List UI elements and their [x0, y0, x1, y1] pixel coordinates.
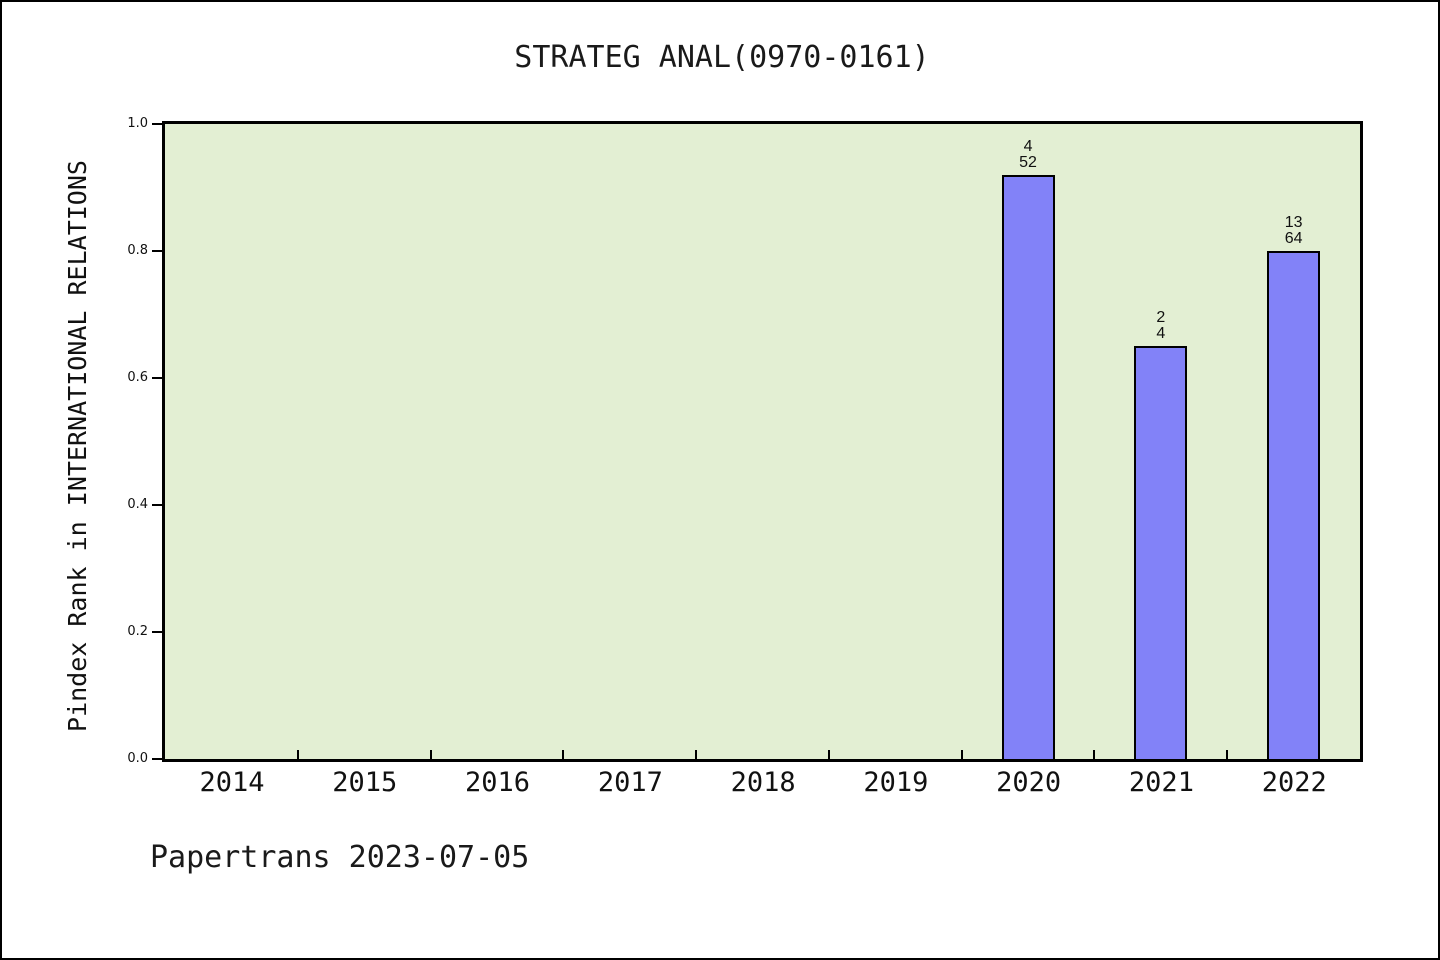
y-tick-label: 0.6 — [127, 370, 148, 385]
bar-label-numerator: 2 — [1156, 309, 1166, 326]
y-tick-label: 0.2 — [127, 624, 148, 639]
chart-title: STRATEG ANAL(0970-0161) — [514, 40, 930, 75]
x-tick-mark — [1226, 750, 1229, 759]
x-tick-mark — [296, 750, 299, 759]
bar-label-denominator: 4 — [1156, 325, 1166, 342]
x-tick-label-2017: 2017 — [597, 767, 663, 798]
bar-label-denominator: 64 — [1284, 230, 1303, 247]
bar-label-numerator: 13 — [1284, 214, 1303, 231]
bar-2021 — [1134, 346, 1188, 759]
x-tick-label-2020: 2020 — [996, 767, 1062, 798]
y-tick-mark — [152, 123, 162, 125]
y-tick-label: 0.8 — [127, 243, 148, 258]
x-tick-mark — [429, 750, 432, 759]
y-tick-mark — [152, 377, 162, 379]
bar-label-denominator: 52 — [1019, 154, 1037, 171]
y-tick-mark — [152, 250, 162, 252]
y-tick-label: 0.4 — [127, 497, 148, 512]
bar-value-label: 4 52 — [988, 139, 1068, 171]
y-tick-mark — [152, 631, 162, 633]
x-tick-mark — [695, 750, 698, 759]
x-tick-mark — [827, 750, 830, 759]
y-tick-label: 0.0 — [127, 751, 148, 766]
x-tick-label-2021: 2021 — [1128, 767, 1194, 798]
x-tick-mark — [1093, 750, 1096, 759]
x-tick-label-2015: 2015 — [332, 767, 398, 798]
x-tick-label-2016: 2016 — [465, 767, 531, 798]
bar-2022 — [1267, 251, 1321, 759]
x-tick-label-2018: 2018 — [730, 767, 796, 798]
plot-inner: 4 52 2 4 13 64 — [165, 124, 1360, 759]
x-tick-label-2022: 2022 — [1261, 767, 1327, 798]
x-tick-label-2019: 2019 — [863, 767, 929, 798]
y-tick-label: 1.0 — [127, 116, 148, 131]
x-tick-mark — [960, 750, 963, 759]
x-tick-label-2014: 2014 — [199, 767, 265, 798]
y-axis-label: Pindex Rank in INTERNATIONAL RELATIONS — [63, 160, 92, 732]
y-tick-mark — [152, 504, 162, 506]
bar-value-label: 13 64 — [1254, 215, 1334, 247]
bar-2020 — [1001, 175, 1055, 759]
footer-note: Papertrans 2023-07-05 — [150, 840, 530, 875]
bar-label-numerator: 4 — [1023, 138, 1033, 155]
plot-area: 4 52 2 4 13 64 — [162, 121, 1363, 762]
x-tick-mark — [562, 750, 565, 759]
y-tick-mark — [152, 758, 162, 760]
